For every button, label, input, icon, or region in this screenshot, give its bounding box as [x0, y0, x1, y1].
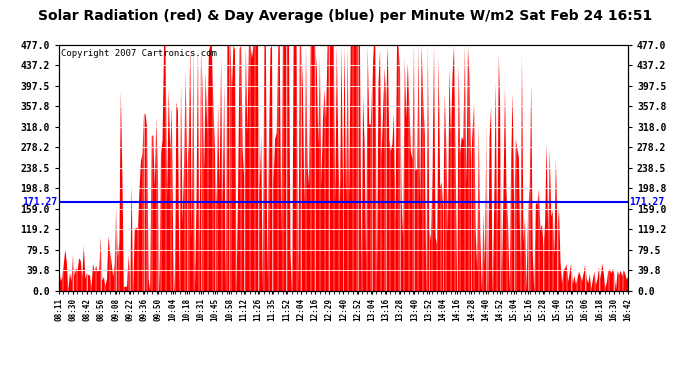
Text: Copyright 2007 Cartronics.com: Copyright 2007 Cartronics.com: [61, 49, 217, 58]
Text: 171.27: 171.27: [629, 197, 664, 207]
Text: 171.27: 171.27: [22, 197, 57, 207]
Text: Solar Radiation (red) & Day Average (blue) per Minute W/m2 Sat Feb 24 16:51: Solar Radiation (red) & Day Average (blu…: [38, 9, 652, 23]
